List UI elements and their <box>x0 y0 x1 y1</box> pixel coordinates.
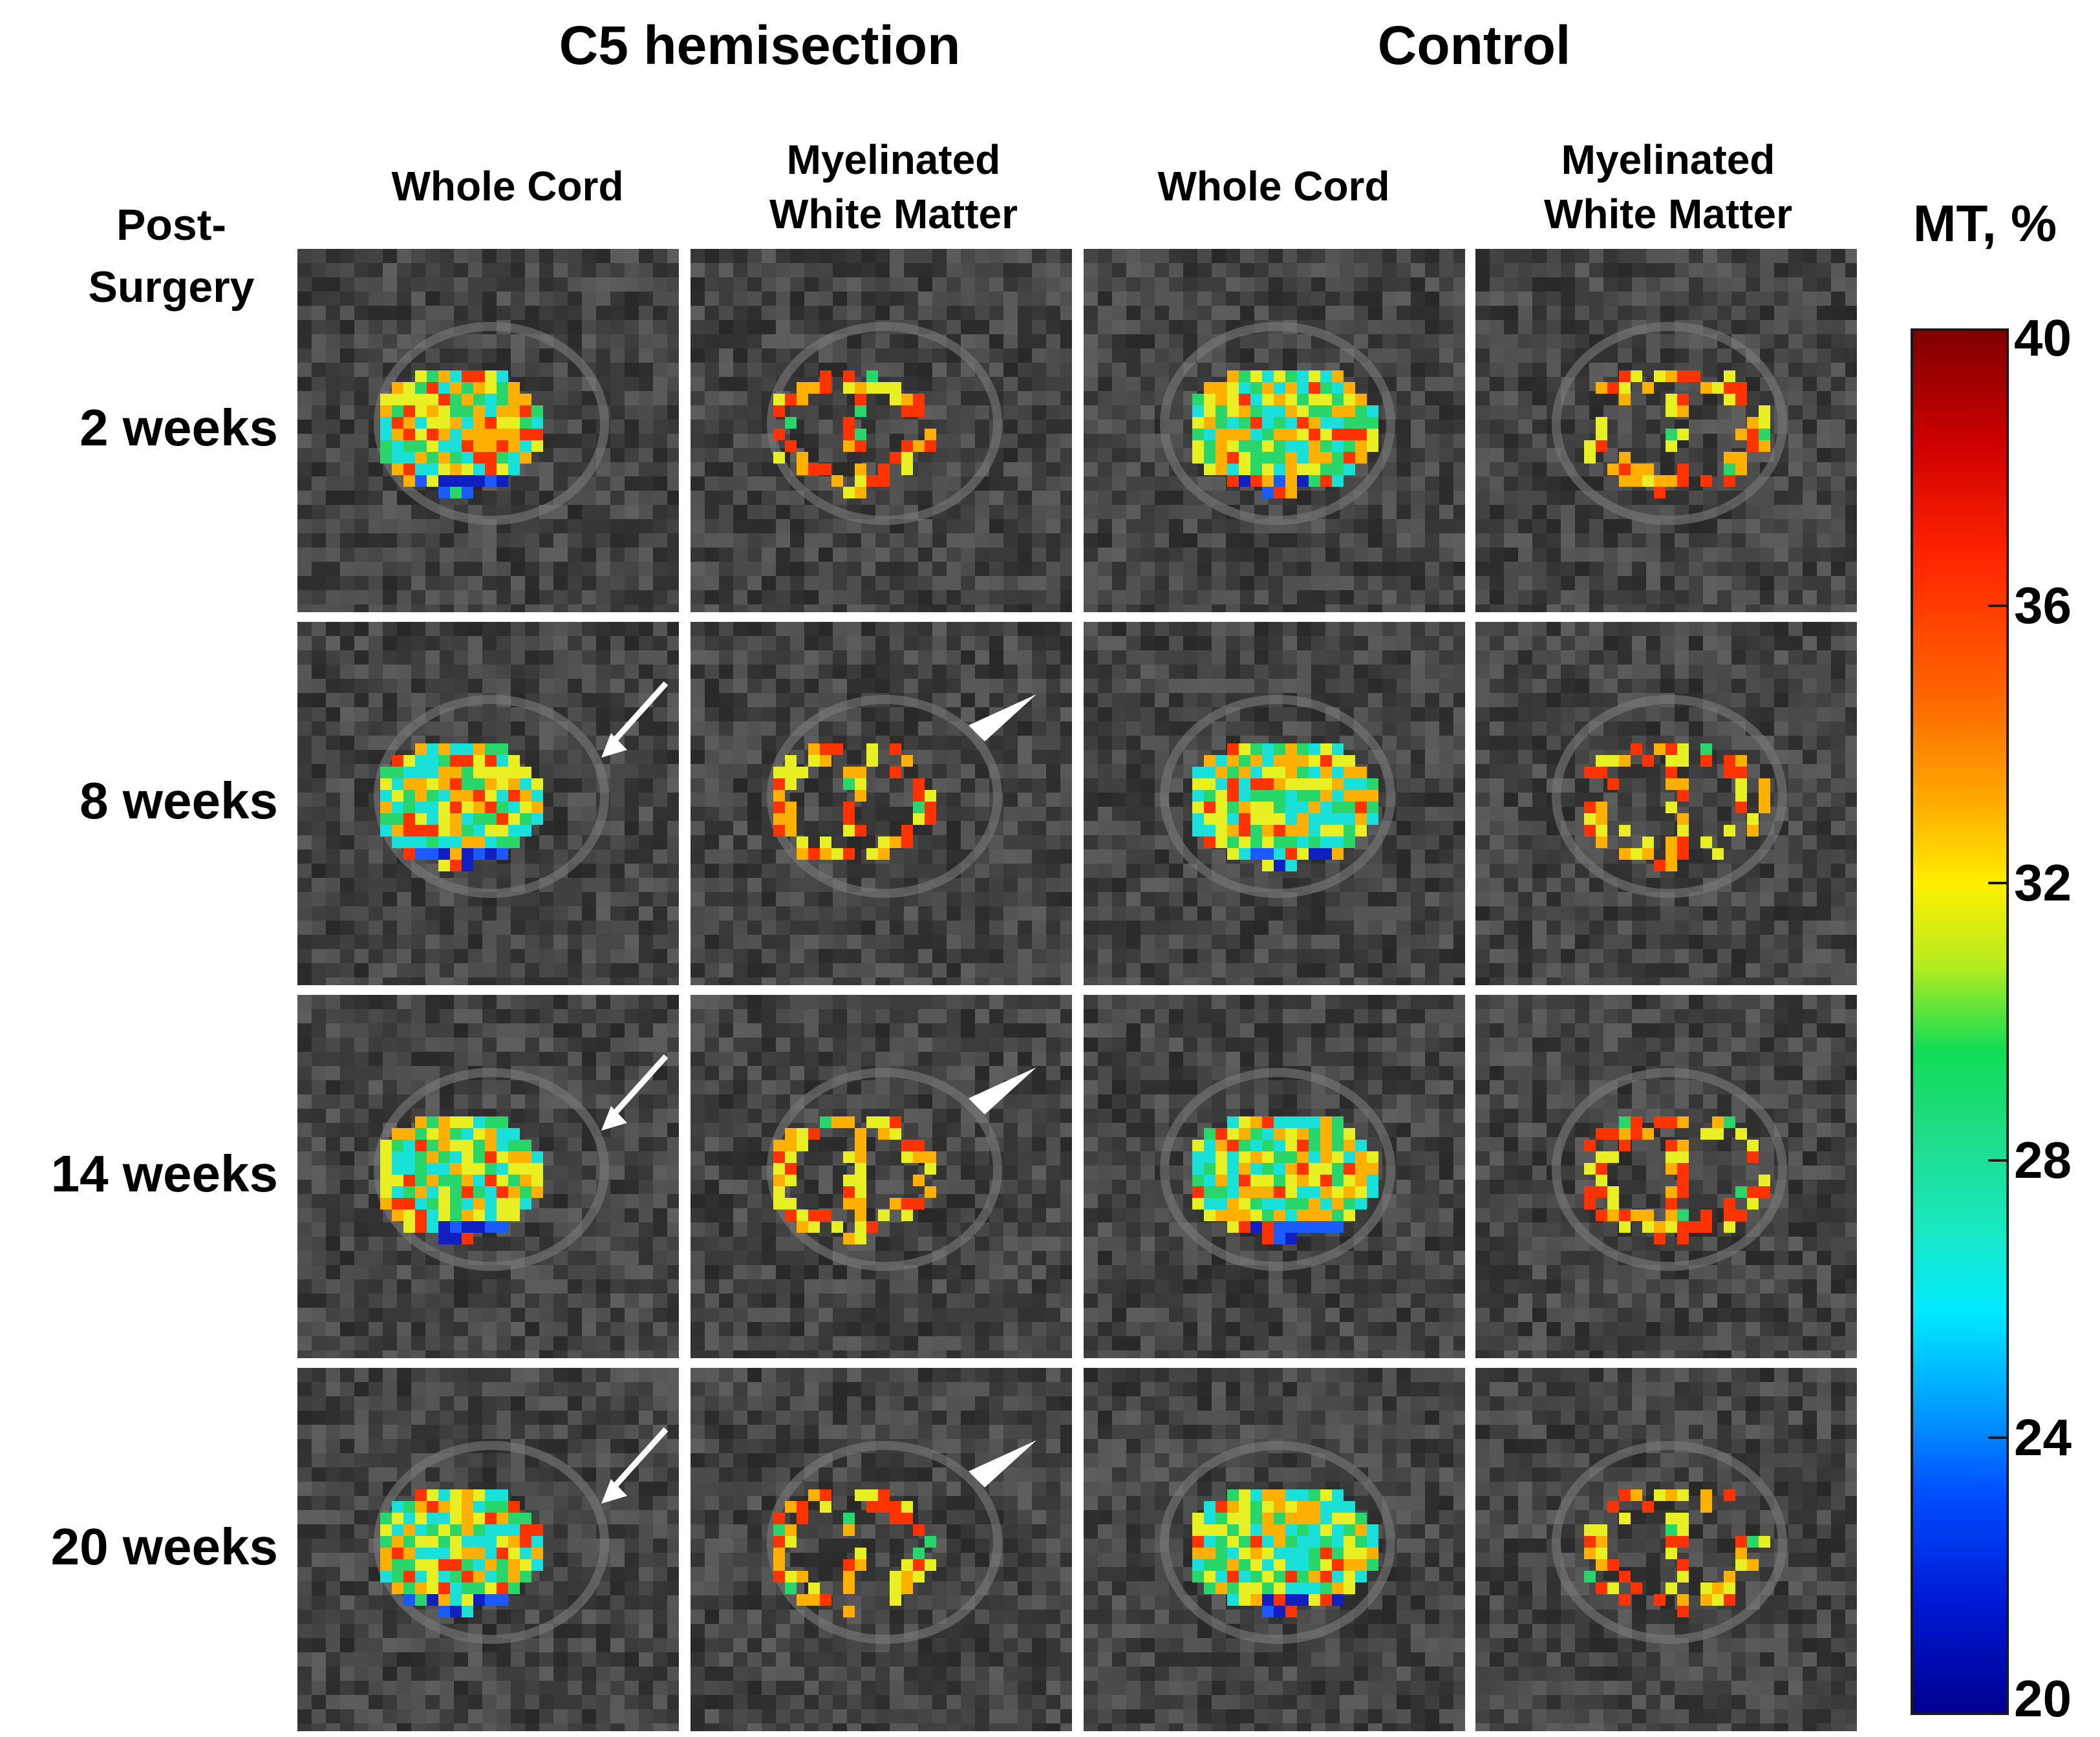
colorbar-tick-label: 40 <box>2014 309 2072 367</box>
colorbar-tick-label: 20 <box>2014 1670 2072 1727</box>
mri-slice <box>297 995 679 1358</box>
mri-slice <box>1475 249 1857 612</box>
mri-panel <box>297 995 679 1358</box>
mri-panel <box>1084 622 1465 985</box>
mri-panel <box>297 249 679 612</box>
colorbar-tick-label: 32 <box>2014 854 2072 911</box>
mri-slice <box>691 1368 1072 1731</box>
colorbar-tick <box>1988 604 2009 607</box>
mri-panel <box>691 995 1072 1358</box>
mri-slice <box>1084 622 1465 985</box>
white-arrow-icon <box>601 1054 669 1131</box>
col-header-hemi-white-matter: Myelinated White Matter <box>769 136 1018 237</box>
white-arrowhead-icon <box>969 1440 1036 1487</box>
mri-slice <box>691 249 1072 612</box>
colorbar-title: MT, % <box>1912 195 2057 252</box>
colorbar-tick <box>1988 882 2009 884</box>
mri-panel <box>1475 622 1857 985</box>
mri-slice <box>1084 995 1465 1358</box>
colorbar-tick <box>1988 1436 2009 1439</box>
mri-slice <box>1475 622 1857 985</box>
mri-panel <box>1475 1368 1857 1731</box>
mri-panel <box>1475 249 1857 612</box>
mri-panel <box>691 1368 1072 1731</box>
mri-slice <box>1475 995 1857 1358</box>
row-header-post-surgery: Post- Surgery <box>88 200 255 312</box>
mri-slice <box>691 622 1072 985</box>
mri-slice <box>1475 1368 1857 1731</box>
mri-panel <box>1475 995 1857 1358</box>
colorbar-tick-label: 24 <box>2014 1409 2072 1466</box>
mri-panel <box>1084 1368 1465 1731</box>
row-label-20-weeks: 20 weeks <box>50 1518 278 1575</box>
mri-panel <box>691 622 1072 985</box>
white-arrow-icon <box>601 1427 669 1504</box>
white-arrow-icon <box>601 681 669 758</box>
mri-panel <box>297 1368 679 1731</box>
colorbar-tick-label: 36 <box>2014 577 2072 634</box>
mri-slice <box>1084 1368 1465 1731</box>
mri-panel <box>691 249 1072 612</box>
colorbar-tick-label: 28 <box>2014 1131 2072 1189</box>
col-header-hemi-whole-cord: Whole Cord <box>391 163 624 209</box>
colorbar <box>1911 328 2009 1715</box>
mri-panel <box>1084 995 1465 1358</box>
mri-panel <box>1084 249 1465 612</box>
mri-panel <box>297 622 679 985</box>
mri-slice <box>297 622 679 985</box>
white-arrowhead-icon <box>969 1067 1036 1114</box>
colorbar-tick <box>1988 1159 2009 1162</box>
row-label-14-weeks: 14 weeks <box>50 1145 278 1202</box>
mri-slice <box>691 995 1072 1358</box>
col-header-ctrl-white-matter: Myelinated White Matter <box>1544 136 1792 237</box>
col-header-ctrl-whole-cord: Whole Cord <box>1157 163 1390 209</box>
white-arrowhead-icon <box>969 694 1036 741</box>
mri-slice <box>1084 249 1465 612</box>
mri-slice <box>297 1368 679 1731</box>
row-label-2-weeks: 2 weeks <box>80 399 278 456</box>
mri-slice <box>297 249 679 612</box>
group-title-hemisection: C5 hemisection <box>559 15 961 76</box>
group-title-control: Control <box>1377 15 1571 76</box>
row-label-8-weeks: 8 weeks <box>80 772 278 829</box>
